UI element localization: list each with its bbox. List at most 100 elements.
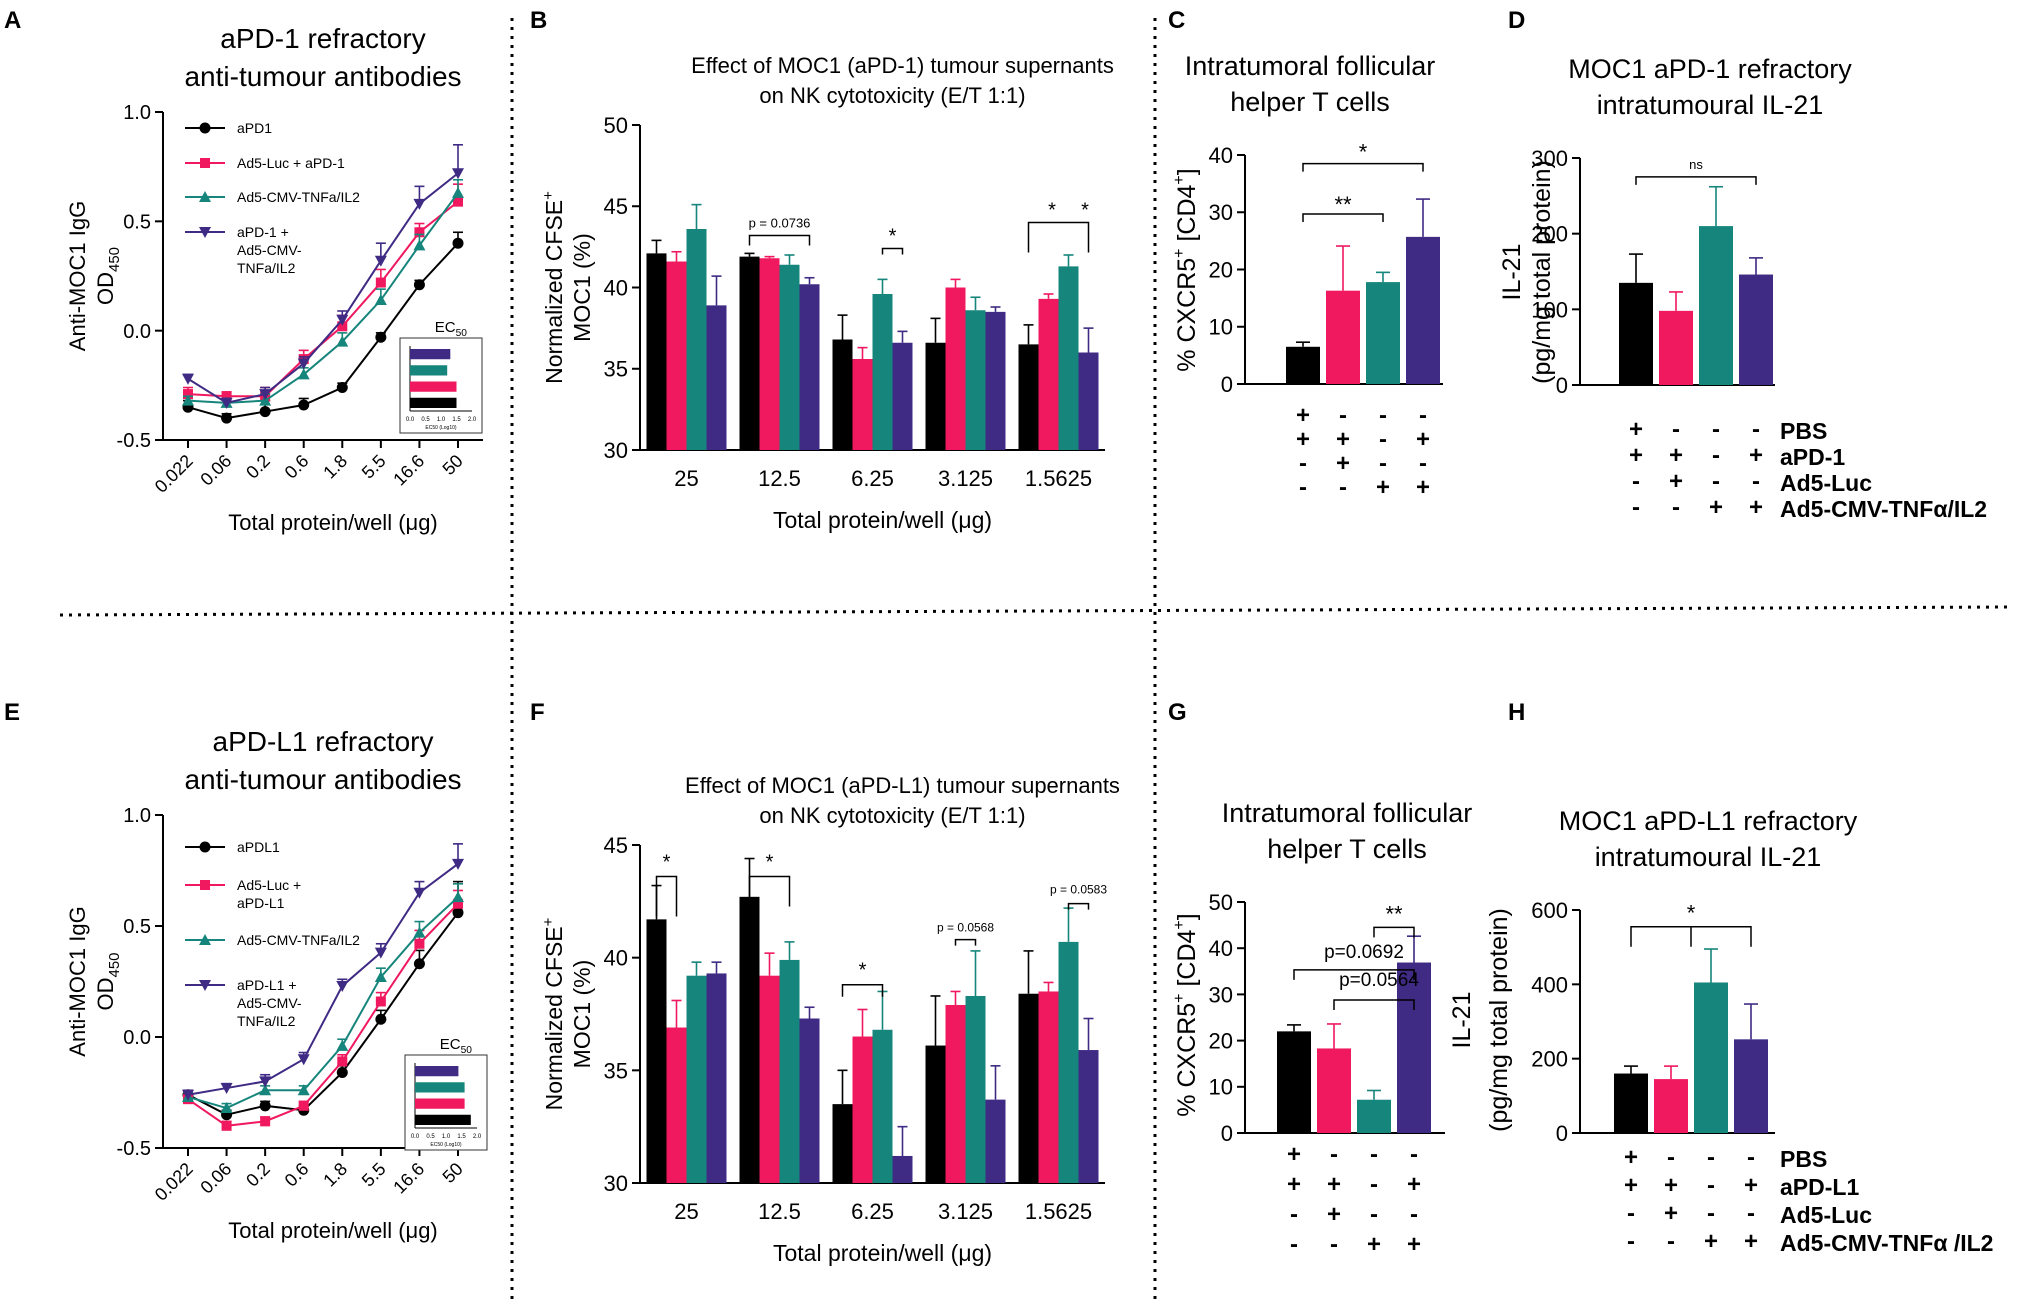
panel-D-design-symbol: + bbox=[1749, 494, 1763, 521]
panel-E-point-2 bbox=[452, 891, 464, 903]
panel-E-y-tick-label: 1.0 bbox=[123, 805, 151, 827]
panel-G-bar-3 bbox=[1397, 962, 1431, 1133]
panel-F-bar-0 bbox=[832, 1104, 853, 1183]
panel-F-bar-2 bbox=[1058, 941, 1079, 1183]
panel-C-y-tick-label: 30 bbox=[1209, 200, 1233, 225]
panel-D-y-tick-label: 100 bbox=[1531, 297, 1568, 322]
panel-G-design-symbol: - bbox=[1370, 1141, 1378, 1168]
panel-H-bar-0 bbox=[1614, 1073, 1648, 1133]
panel-D-ylabel-line2: (pg/mg total protein) bbox=[1528, 160, 1556, 384]
panel-D-design-symbol: - bbox=[1712, 442, 1720, 469]
panel-A-ec50-tick-label: 0.0 bbox=[406, 417, 415, 423]
panel-B-x-tick-label: 6.25 bbox=[851, 466, 894, 491]
panel-A-point-3 bbox=[413, 198, 426, 210]
panel-G-y-tick-label: 30 bbox=[1209, 982, 1233, 1007]
panel-D-design-label: Ad5-CMV-TNFα/IL2 bbox=[1780, 496, 1987, 522]
panel-G-design-symbol: - bbox=[1370, 1171, 1378, 1198]
panel-A-point-3 bbox=[374, 255, 387, 267]
panel-F-xlabel: Total protein/well (μg) bbox=[773, 1240, 992, 1266]
panel-C-bar-3 bbox=[1406, 236, 1440, 384]
panel-B-x-tick-label: 3.125 bbox=[938, 466, 993, 491]
panel-B-sig-bracket bbox=[1027, 221, 1090, 253]
panel-F-bar-1 bbox=[666, 1027, 687, 1183]
panel-A-point-0 bbox=[259, 406, 271, 418]
panel-A-series-line-0 bbox=[187, 242, 459, 420]
panel-C-design-symbol: + bbox=[1416, 474, 1430, 501]
panel-C-design-symbol: - bbox=[1419, 450, 1427, 477]
panel-A-title-line1: aPD-1 refractory bbox=[220, 23, 425, 54]
panel-A-point-3 bbox=[336, 314, 349, 326]
panel-A-point-0 bbox=[452, 237, 464, 249]
panel-H-design-symbol: - bbox=[1627, 1228, 1635, 1255]
panel-B-x-tick-label: 25 bbox=[674, 466, 698, 491]
panel-B-y-tick-label: 40 bbox=[604, 275, 628, 300]
panel-B-bar-3 bbox=[706, 305, 727, 450]
panel-letter-F: F bbox=[530, 699, 545, 726]
panel-D-bar-1 bbox=[1659, 310, 1693, 385]
panel-F-x-tick-label: 1.5625 bbox=[1025, 1199, 1092, 1224]
panel-B-bar-0 bbox=[832, 339, 853, 450]
panel-E-ec50-tick-label: 0.0 bbox=[411, 1134, 420, 1140]
panel-F-bar-3 bbox=[799, 1018, 820, 1183]
panel-A-point-1 bbox=[337, 321, 348, 332]
panel-E-legend-label: aPDL1 bbox=[237, 839, 280, 855]
panel-B-bar-0 bbox=[1018, 344, 1039, 450]
panel-F-y-tick-label: 30 bbox=[604, 1171, 628, 1196]
panel-F-annotation: * bbox=[859, 960, 867, 982]
panel-B-sig-bracket bbox=[748, 234, 811, 246]
panel-A-ec50-axis-label: EC50 (Log10) bbox=[425, 425, 456, 431]
panel-F-bar-1 bbox=[945, 1004, 966, 1183]
panel-G-title-line2: helper T cells bbox=[1267, 834, 1427, 864]
panel-E-y-tick-label: -0.5 bbox=[117, 1138, 151, 1160]
panel-E-point-1 bbox=[298, 1100, 309, 1111]
panel-H-design-symbol: - bbox=[1747, 1200, 1755, 1227]
panel-A-legend-label: TNFa/IL2 bbox=[237, 260, 296, 276]
panel-A-point-0 bbox=[375, 331, 387, 343]
panel-A-xlabel: Total protein/well (μg) bbox=[228, 510, 438, 535]
panel-A-ec50-bar bbox=[410, 397, 457, 408]
panel-C-design-symbol: - bbox=[1339, 474, 1347, 501]
panel-E-point-3 bbox=[259, 1076, 272, 1088]
panel-G-design-symbol: - bbox=[1370, 1201, 1378, 1228]
panel-B-bar-1 bbox=[945, 287, 966, 450]
panel-F-annotation: p = 0.0583 bbox=[1050, 883, 1107, 897]
panel-H-design-symbol: - bbox=[1667, 1228, 1675, 1255]
panel-G-design-symbol: + bbox=[1327, 1171, 1341, 1198]
panel-H-design-symbol: + bbox=[1664, 1200, 1678, 1227]
panel-C-bar-0 bbox=[1286, 346, 1320, 384]
panel-D-ylabel-line1: IL-21 bbox=[1498, 244, 1526, 301]
panel-E-point-3 bbox=[182, 1089, 194, 1101]
panel-B-x-tick-label: 1.5625 bbox=[1025, 466, 1092, 491]
panel-A-legend-marker bbox=[200, 158, 210, 168]
panel-D-design-symbol: + bbox=[1749, 442, 1763, 469]
panel-A-series-line-3 bbox=[187, 172, 459, 404]
panel-H-design-label: Ad5-Luc bbox=[1780, 1202, 1872, 1228]
panel-H-design-symbol: + bbox=[1624, 1144, 1638, 1171]
panel-H-ylabel-line2: (pg/mg total protein) bbox=[1485, 908, 1513, 1132]
panel-C-design-symbol: - bbox=[1379, 402, 1387, 429]
panel-F-ylabel-line2: MOC1 (%) bbox=[569, 960, 595, 1069]
panel-E-x-tick-label: 5.5 bbox=[358, 1159, 390, 1191]
panel-D-design-label: aPD-1 bbox=[1780, 444, 1845, 470]
panel-A-point-3 bbox=[297, 358, 310, 370]
panel-H-design-symbol: - bbox=[1707, 1144, 1715, 1171]
panel-H-ylabel-line1: IL-21 bbox=[1448, 992, 1476, 1049]
panel-F-annotation: p = 0.0568 bbox=[937, 921, 994, 935]
panel-E-x-tick-label: 1.8 bbox=[319, 1159, 351, 1191]
panel-letter-E: E bbox=[4, 699, 20, 726]
panel-A-point-1 bbox=[414, 227, 425, 238]
panel-E-legend-label: aPD-L1 bbox=[237, 895, 285, 911]
panel-D-design-symbol: - bbox=[1712, 468, 1720, 495]
panel-E-y-tick-label: 0.0 bbox=[123, 1027, 151, 1049]
panel-B-annotation: * bbox=[1048, 200, 1056, 222]
panel-G-ylabel: % CXCR5+ [CD4+] bbox=[1171, 913, 1201, 1116]
panel-H-design-symbol: - bbox=[1707, 1200, 1715, 1227]
panel-A-legend-marker bbox=[199, 227, 211, 238]
panel-E-legend-label: TNFa/IL2 bbox=[237, 1013, 296, 1029]
panel-E-ec50-axis-label: EC50 (Log10) bbox=[430, 1142, 461, 1148]
panel-F-bar-2 bbox=[965, 995, 986, 1183]
panel-B-xlabel: Total protein/well (μg) bbox=[773, 507, 992, 533]
panel-D-design-symbol: - bbox=[1632, 494, 1640, 521]
panel-C-design-symbol: + bbox=[1376, 474, 1390, 501]
panel-D-design-symbol: - bbox=[1672, 416, 1680, 443]
